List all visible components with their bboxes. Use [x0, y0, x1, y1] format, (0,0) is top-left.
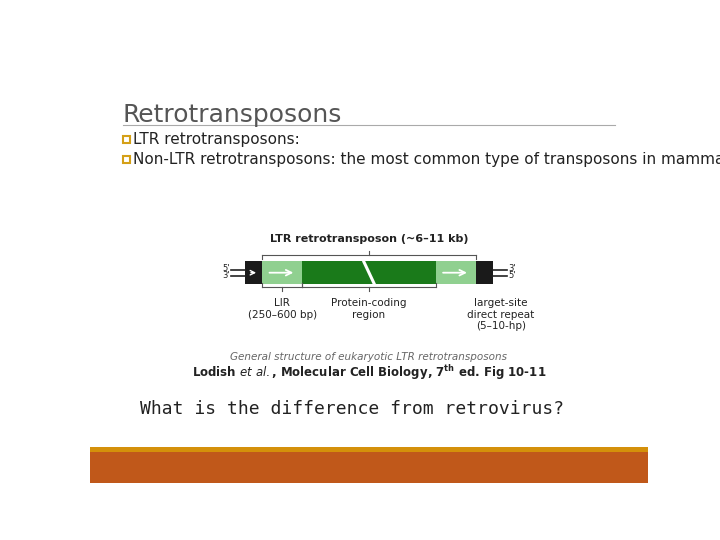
- Text: General structure of eukaryotic LTR retrotransposons: General structure of eukaryotic LTR retr…: [230, 352, 508, 362]
- Bar: [436, 261, 476, 284]
- Text: larget-site
direct repeat
(5–10-hp): larget-site direct repeat (5–10-hp): [467, 298, 534, 332]
- Bar: [90, 452, 648, 483]
- Text: LTR retrotransposon (~6–11 kb): LTR retrotransposon (~6–11 kb): [270, 234, 468, 244]
- Text: LTR retrotransposons:: LTR retrotransposons:: [133, 132, 300, 146]
- Text: 5': 5': [508, 271, 516, 280]
- Text: What is the difference from retrovirus?: What is the difference from retrovirus?: [140, 400, 564, 418]
- Text: 5': 5': [222, 265, 230, 273]
- Text: 3': 3': [222, 271, 230, 280]
- Text: Retrotransposons: Retrotransposons: [122, 103, 342, 127]
- Text: Protein-coding
region: Protein-coding region: [331, 298, 407, 320]
- Text: LIR
(250–600 bp): LIR (250–600 bp): [248, 298, 317, 320]
- Text: 3': 3': [508, 265, 516, 273]
- Bar: [245, 261, 262, 284]
- Text: Non-LTR retrotransposons: the most common type of transposons in mammals: Non-LTR retrotransposons: the most commo…: [133, 152, 720, 167]
- Bar: [262, 261, 302, 284]
- Bar: [302, 261, 436, 284]
- Bar: [90, 448, 648, 452]
- Text: Lodish $\it{et\ al.}$, Molecular Cell Biology, 7$^{\bf{th}}$ ed. Fig 10-11: Lodish $\it{et\ al.}$, Molecular Cell Bi…: [192, 363, 546, 382]
- Bar: [476, 261, 493, 284]
